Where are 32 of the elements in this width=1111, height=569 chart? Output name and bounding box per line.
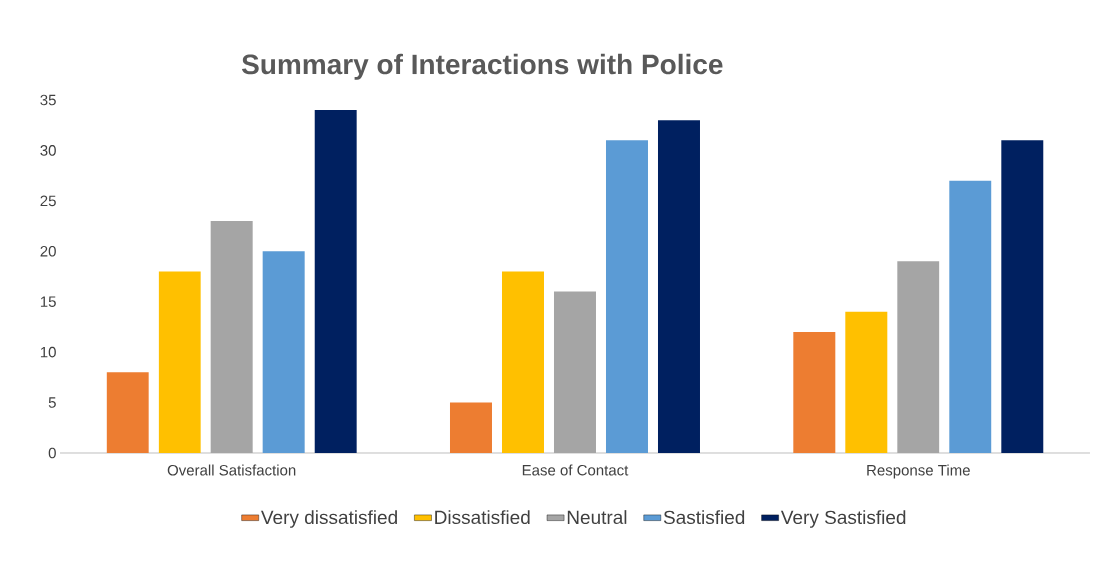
bar bbox=[897, 261, 940, 453]
bar bbox=[1001, 140, 1044, 453]
bar bbox=[793, 331, 836, 453]
bar bbox=[449, 402, 492, 453]
bar bbox=[262, 251, 305, 453]
legend-label: Very Sastisfied bbox=[780, 510, 906, 528]
legend-label: Sastisfied bbox=[663, 510, 745, 525]
bar bbox=[949, 180, 992, 453]
bar bbox=[657, 120, 700, 453]
legend-label: Very dissatisfied bbox=[261, 510, 397, 528]
y-tick-label: 20 bbox=[40, 245, 56, 257]
y-tick-label: 15 bbox=[40, 296, 56, 307]
x-tick-label: Response Time bbox=[867, 464, 970, 479]
bar bbox=[210, 221, 253, 453]
y-tick-label: 30 bbox=[40, 145, 56, 156]
bar bbox=[158, 271, 201, 453]
bar bbox=[845, 311, 888, 453]
x-tick-label: Ease of Contact bbox=[522, 464, 629, 476]
y-tick-label: 5 bbox=[48, 397, 56, 408]
y-tick-label: 25 bbox=[40, 195, 56, 207]
bar bbox=[553, 291, 596, 453]
legend-label: Neutral bbox=[567, 510, 627, 525]
y-tick-label: 0 bbox=[48, 447, 56, 459]
bar bbox=[605, 140, 648, 453]
chart-title: Summary of Interactions with Police bbox=[241, 53, 723, 80]
bar bbox=[501, 271, 544, 453]
bar bbox=[314, 110, 357, 453]
legend-label: Dissatisfied bbox=[435, 510, 530, 525]
bar bbox=[106, 372, 149, 453]
y-tick-label: 10 bbox=[40, 346, 56, 358]
x-tick-label: Overall Satisfaction bbox=[167, 464, 296, 476]
y-tick-label: 35 bbox=[40, 94, 56, 106]
